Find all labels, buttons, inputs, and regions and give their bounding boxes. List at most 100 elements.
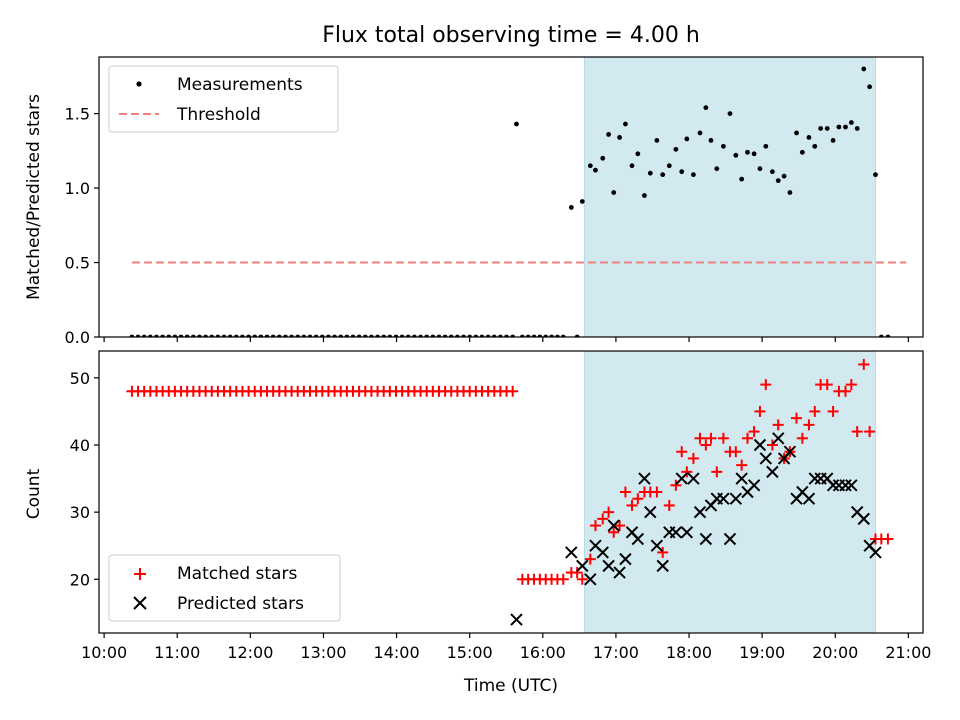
observing-window-span: [583, 56, 876, 338]
x-tick-label: 11:00: [154, 643, 200, 662]
x-tick-label: 12:00: [227, 643, 273, 662]
matched-stars-point: [827, 405, 839, 417]
matched-stars-point: [700, 439, 712, 451]
count-legend: Matched stars Predicted stars: [108, 554, 341, 622]
measurement-point: [843, 124, 848, 130]
ratio-y-axis-label: Matched/Predicted stars: [24, 94, 44, 300]
predicted-stars-point: [699, 532, 713, 546]
x-tick-label: 17:00: [593, 643, 639, 662]
matched-stars-point: [791, 412, 803, 424]
predicted-stars-point: [839, 479, 852, 492]
matched-stars-point: [576, 573, 588, 585]
x-tick-label: 19:00: [739, 643, 785, 662]
x-tick-label: 18:00: [666, 643, 712, 662]
matched-stars-point: [507, 385, 519, 397]
matched-stars-point: [705, 432, 717, 444]
predicted-stars-point: [510, 613, 523, 626]
measurement-point: [514, 121, 519, 127]
measurement-point: [708, 138, 714, 143]
measurement-point: [600, 155, 606, 161]
measurement-point: [861, 66, 867, 72]
matched-stars-point: [687, 452, 699, 464]
predicted-stars-point: [644, 505, 657, 519]
observing-window-span: [583, 350, 876, 634]
count-y-tick-label: 50: [70, 369, 90, 388]
predicted-stars-point: [650, 539, 664, 552]
measurement-point: [642, 193, 647, 198]
predicted-stars-point: [857, 512, 870, 526]
legend-predicted-marker: [133, 596, 147, 610]
matched-stars-point: [619, 486, 631, 498]
matched-stars-point: [571, 567, 583, 579]
predicted-stars-point: [753, 438, 767, 452]
matched-stars-point: [608, 526, 620, 538]
matched-stars-point: [597, 513, 609, 525]
predicted-stars-point: [808, 472, 821, 485]
panel-ratio: 0.0 0.5 1.0 1.5: [65, 56, 924, 347]
measurement-point: [666, 163, 672, 169]
predicted-stars-point: [772, 432, 785, 445]
measurement-point: [647, 170, 653, 176]
legend-measurements-label: Measurements: [177, 75, 303, 95]
x-tick-label: 20:00: [812, 643, 858, 662]
x-tick-label: 10:00: [81, 643, 127, 662]
ratio-y-tick-label: 1.0: [65, 179, 90, 198]
predicted-stars-point: [669, 526, 683, 539]
measurement-point: [848, 120, 854, 125]
measurement-point: [799, 149, 805, 155]
count-y-tick-label: 20: [70, 570, 90, 589]
matched-stars-point: [864, 426, 876, 438]
predicted-stars-point: [729, 492, 743, 505]
ratio-legend: Measurements Threshold: [108, 65, 339, 133]
predicted-stars-point: [596, 546, 609, 559]
measurement-point: [873, 172, 878, 178]
measurement-point: [751, 151, 757, 157]
panel-counts: 20 30 40 50 10:00 11:00 12:00 13:00 14:00 15:00 16…: [70, 350, 931, 662]
matched-stars-point: [603, 506, 615, 518]
predicted-stars-point: [869, 546, 882, 559]
count-y-tick-label: 30: [70, 503, 90, 522]
measurement-point: [679, 169, 685, 175]
matched-stars-point: [676, 446, 688, 458]
measurement-point: [629, 163, 635, 169]
predicted-stars-point: [565, 546, 578, 559]
measurement-point: [606, 132, 612, 137]
measurement-point: [673, 146, 679, 152]
predicted-stars-point: [747, 479, 761, 492]
measurement-point: [867, 84, 873, 90]
predicted-stars-point: [759, 452, 773, 465]
matched-stars-point: [657, 546, 669, 558]
predicted-stars-point: [584, 573, 597, 586]
predicted-stars-point: [638, 472, 651, 485]
measurement-point: [691, 172, 696, 178]
predicted-stars-point: [675, 472, 688, 485]
measurement-point: [757, 166, 763, 172]
measurement-point: [579, 199, 585, 204]
measurement-point: [775, 178, 781, 184]
measurement-point: [623, 121, 628, 127]
measurement-point: [812, 143, 818, 149]
legend-predicted-label: Predicted stars: [177, 594, 304, 614]
x-tick-label: 21:00: [885, 643, 931, 662]
matched-stars-point: [772, 419, 784, 431]
x-tick-label: 15:00: [447, 643, 493, 662]
count-y-axis-label: Count: [24, 468, 44, 519]
predicted-stars-point: [631, 532, 645, 546]
predicted-stars-point: [602, 559, 615, 573]
measurement-point: [854, 126, 860, 131]
measurement-point: [587, 163, 593, 169]
legend-matched-marker: [134, 568, 146, 580]
predicted-stars-point: [845, 479, 858, 492]
predicted-stars-point: [607, 519, 620, 532]
chart-title: Flux total observing time = 4.00 h: [322, 23, 700, 48]
matched-stars-point: [754, 405, 766, 417]
measurement-point: [684, 136, 690, 142]
matched-stars-point: [730, 446, 742, 458]
measurement-point: [781, 173, 787, 179]
legend-measurements-marker: [136, 81, 142, 87]
matched-stars-point: [766, 439, 778, 451]
ratio-y-tick-label: 0.5: [65, 254, 90, 273]
matched-stars-point: [589, 520, 601, 532]
predicted-stars-point: [802, 492, 816, 505]
